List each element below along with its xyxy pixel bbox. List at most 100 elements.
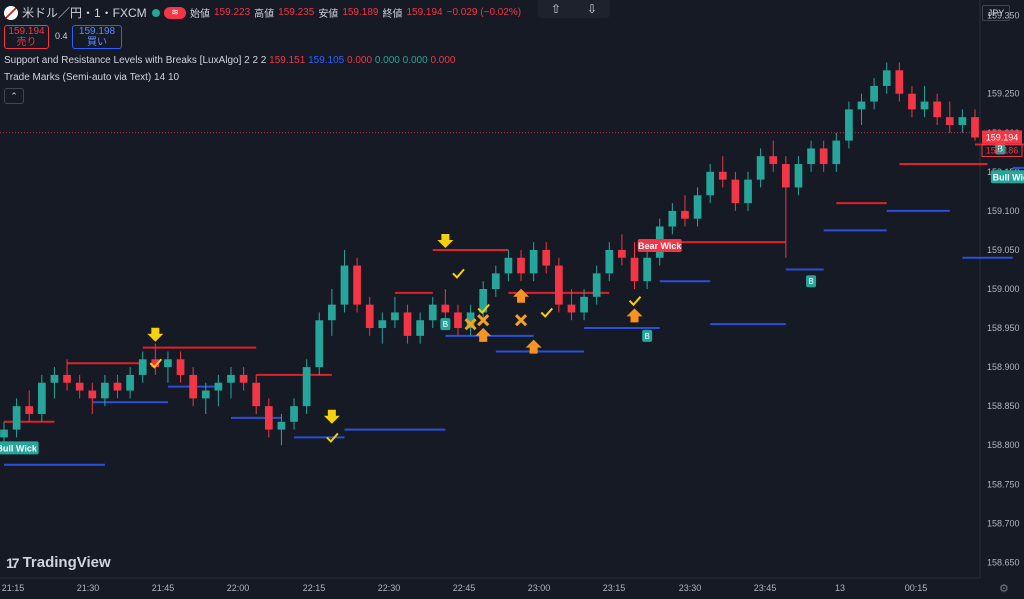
bearish-candle bbox=[63, 374, 71, 383]
bearish-candle bbox=[151, 359, 160, 368]
break-badge bbox=[642, 329, 653, 342]
bearish-candle bbox=[441, 304, 450, 313]
exit-x-marker bbox=[464, 318, 477, 331]
flag-icon bbox=[4, 5, 18, 20]
up-arrow-marker bbox=[525, 339, 542, 354]
up-arrow-marker bbox=[513, 288, 530, 303]
bullish-candle bbox=[302, 367, 311, 407]
bearish-candle bbox=[895, 70, 904, 94]
bearish-candle bbox=[264, 406, 273, 430]
break-badge-label: B bbox=[808, 277, 813, 286]
check-marker bbox=[149, 358, 163, 369]
bullish-candle bbox=[428, 304, 437, 321]
bullish-candle bbox=[706, 171, 715, 196]
symbol-title[interactable]: 米ドル／円・1・FXCM bbox=[4, 4, 147, 21]
bearish-candle bbox=[403, 312, 412, 336]
bull-wick-label: Bull Wick bbox=[993, 172, 1024, 182]
bull-wick-label: Bull Wick bbox=[0, 443, 38, 453]
sell-label: 売り bbox=[16, 37, 37, 48]
bullish-candle bbox=[693, 195, 702, 219]
x-tick-label: 23:15 bbox=[603, 583, 626, 593]
check-marker bbox=[452, 268, 465, 279]
bullish-candle bbox=[290, 406, 298, 422]
bearish-candle bbox=[252, 382, 261, 407]
bullish-candle bbox=[668, 210, 677, 227]
bearish-candle bbox=[567, 304, 576, 313]
bullish-candle bbox=[138, 359, 147, 375]
bearish-candle bbox=[75, 382, 84, 391]
buy-price: 159.198 bbox=[78, 26, 116, 37]
indicator-sr-levels[interactable]: Support and Resistance Levels with Break… bbox=[4, 55, 456, 66]
bearish-candle bbox=[454, 312, 462, 329]
bullish-candle bbox=[12, 406, 21, 430]
currency-selector[interactable]: JPY bbox=[982, 5, 1010, 21]
bullish-candle bbox=[479, 289, 488, 313]
indicator-trade-marks[interactable]: Trade Marks (Semi-auto via Text) 14 10 bbox=[4, 72, 179, 83]
bullish-candle bbox=[328, 304, 336, 321]
bearish-candle bbox=[239, 374, 248, 383]
bullish-candle bbox=[491, 273, 500, 289]
buy-label: 買い bbox=[87, 37, 107, 48]
bearish-candle bbox=[25, 406, 34, 414]
bullish-candle bbox=[643, 257, 651, 282]
break-badge bbox=[440, 318, 451, 331]
high-value: 159.235 bbox=[278, 7, 315, 18]
bullish-candle bbox=[340, 265, 349, 305]
x-tick-label: 21:15 bbox=[2, 583, 25, 593]
bull-wick-label-bg bbox=[990, 170, 1024, 184]
y-tick-label: 158.750 bbox=[987, 479, 1020, 489]
indicator-value: 159.151 bbox=[269, 55, 306, 66]
bearish-candle bbox=[630, 257, 639, 282]
bullish-candle bbox=[794, 164, 803, 188]
x-tick-label: 22:15 bbox=[303, 583, 326, 593]
bearish-candle bbox=[769, 156, 778, 165]
indicator-value: 0.000 bbox=[347, 55, 373, 66]
bullish-candle bbox=[592, 273, 601, 297]
change-value: −0.029 (−0.02%) bbox=[446, 7, 522, 18]
down-arrow-marker bbox=[323, 409, 340, 424]
down-arrow-icon[interactable]: ⇩ bbox=[586, 2, 598, 16]
break-badge bbox=[806, 275, 817, 288]
check-marker bbox=[477, 303, 490, 314]
check-marker bbox=[540, 307, 553, 318]
bullish-candle bbox=[857, 101, 866, 110]
down-arrow-marker bbox=[147, 327, 164, 342]
bearish-candle bbox=[365, 304, 374, 329]
bullish-candle bbox=[580, 296, 588, 313]
low-label: 安値 bbox=[318, 9, 339, 20]
bearish-candle bbox=[945, 117, 954, 125]
bearish-candle bbox=[113, 382, 122, 391]
indicator-value: 0.000 bbox=[430, 55, 456, 66]
open-value: 159.223 bbox=[214, 7, 251, 18]
bearish-candle bbox=[517, 257, 525, 274]
y-tick-label: 159.050 bbox=[987, 245, 1020, 255]
bearish-candle bbox=[681, 210, 689, 219]
x-tick-label: 22:00 bbox=[227, 583, 250, 593]
bearish-candle bbox=[88, 390, 97, 399]
y-tick-label: 159.250 bbox=[987, 89, 1020, 99]
indicator-name: Trade Marks (Semi-auto via Text) 14 10 bbox=[4, 72, 180, 83]
bullish-candle bbox=[227, 374, 235, 383]
check-marker bbox=[628, 296, 642, 307]
down-arrow-marker bbox=[437, 234, 454, 249]
indicator-value: 0.000 bbox=[374, 55, 400, 66]
tv-logo-icon: 17 bbox=[6, 554, 20, 571]
buy-button[interactable]: 159.198 買い bbox=[72, 25, 122, 49]
bear-wick-label: Bear Wick bbox=[638, 241, 682, 251]
y-tick-label: 158.700 bbox=[987, 518, 1020, 528]
y-tick-label: 158.800 bbox=[987, 440, 1020, 450]
indicator-name: Support and Resistance Levels with Break… bbox=[4, 55, 267, 66]
bearish-candle bbox=[189, 374, 198, 399]
gear-icon[interactable]: ⚙ bbox=[999, 583, 1009, 595]
sell-button[interactable]: 159.194 売り bbox=[4, 25, 49, 49]
bullish-candle bbox=[882, 70, 891, 86]
bearish-candle bbox=[542, 249, 551, 266]
bearish-candle bbox=[933, 101, 942, 118]
collapse-indicators-button[interactable]: ⌃ bbox=[4, 88, 24, 104]
bullish-candle bbox=[416, 320, 425, 336]
up-arrow-icon[interactable]: ⇧ bbox=[550, 2, 562, 16]
x-tick-label: 22:30 bbox=[378, 583, 401, 593]
x-tick-label: 00:15 bbox=[905, 583, 928, 593]
